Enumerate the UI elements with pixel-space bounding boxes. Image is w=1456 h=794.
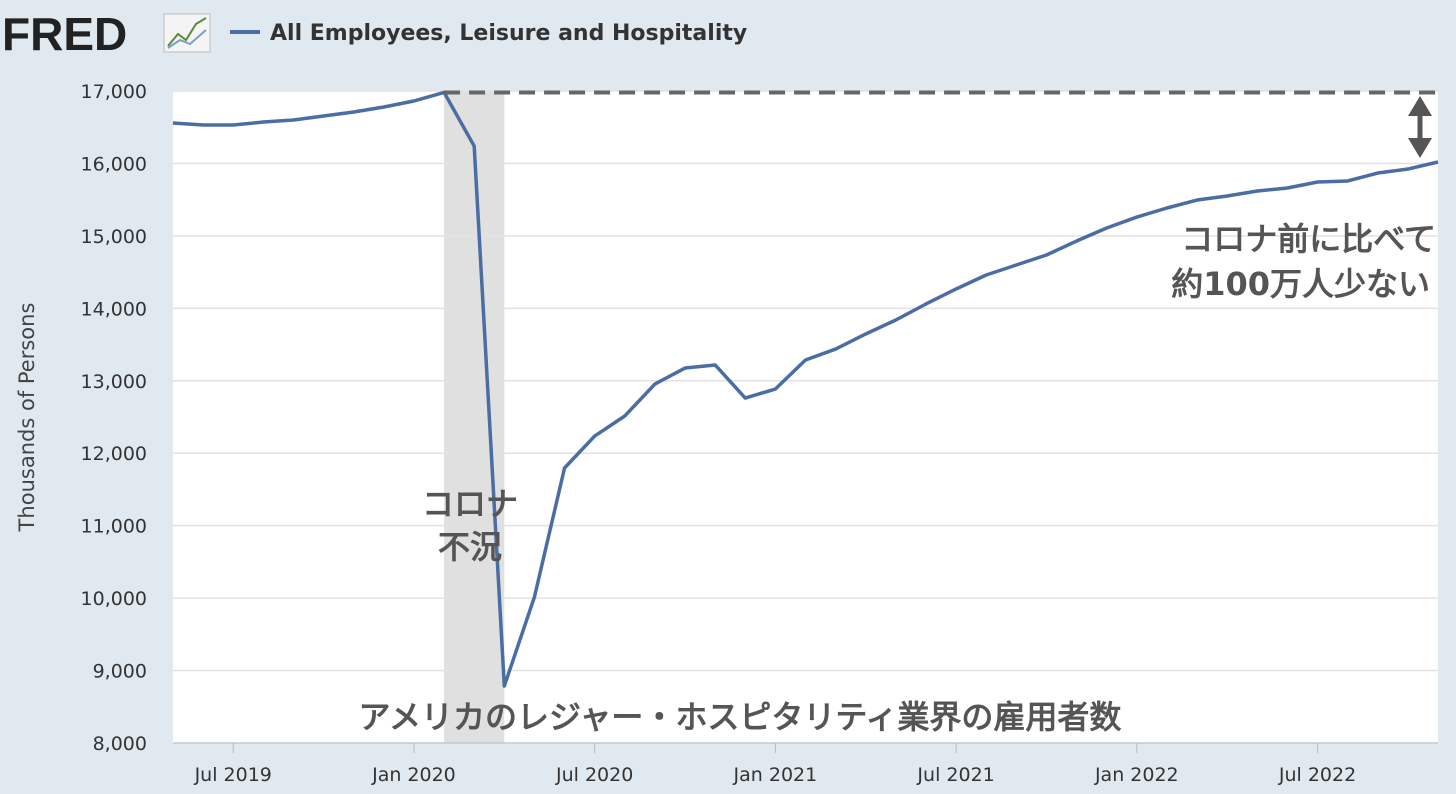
y-tick-label: 9,000	[93, 661, 147, 683]
recession-annotation: コロナ	[422, 485, 518, 523]
y-tick-label: 15,000	[81, 226, 147, 248]
legend-label: All Employees, Leisure and Hospitality	[270, 21, 747, 46]
x-tick-label: Jul 2019	[194, 764, 272, 786]
plot-area	[173, 91, 1438, 743]
x-tick-label: Jul 2022	[1278, 764, 1356, 786]
y-axis-label: Thousands of Persons	[15, 303, 39, 533]
y-tick-label: 12,000	[81, 443, 147, 465]
y-tick-label: 13,000	[81, 371, 147, 393]
gap-arrow	[1408, 96, 1432, 158]
x-tick-label: Jan 2020	[371, 764, 456, 786]
x-tick-label: Jul 2020	[555, 764, 633, 786]
caption: アメリカのレジャー・ホスピタリティ業界の雇用者数	[359, 698, 1123, 736]
x-tick-label: Jan 2022	[1094, 764, 1179, 786]
x-tick-label: Jan 2021	[733, 764, 818, 786]
recession-band	[444, 91, 505, 743]
y-tick-label: 16,000	[81, 153, 147, 175]
y-tick-label: 14,000	[81, 298, 147, 320]
y-tick-label: 10,000	[81, 588, 147, 610]
series-line	[172, 90, 1439, 688]
recession-annotation: 不況	[438, 528, 502, 566]
y-tick-label: 8,000	[93, 733, 147, 755]
y-tick-label: 17,000	[81, 81, 147, 103]
y-tick-label: 11,000	[81, 516, 147, 538]
logo: FRED	[2, 8, 127, 60]
x-tick-label: Jul 2021	[916, 764, 994, 786]
gap-annotation: 約100万人少ない	[1171, 265, 1430, 303]
gap-annotation: コロナ前に比べて	[1181, 220, 1436, 258]
logo-icon	[163, 13, 211, 53]
